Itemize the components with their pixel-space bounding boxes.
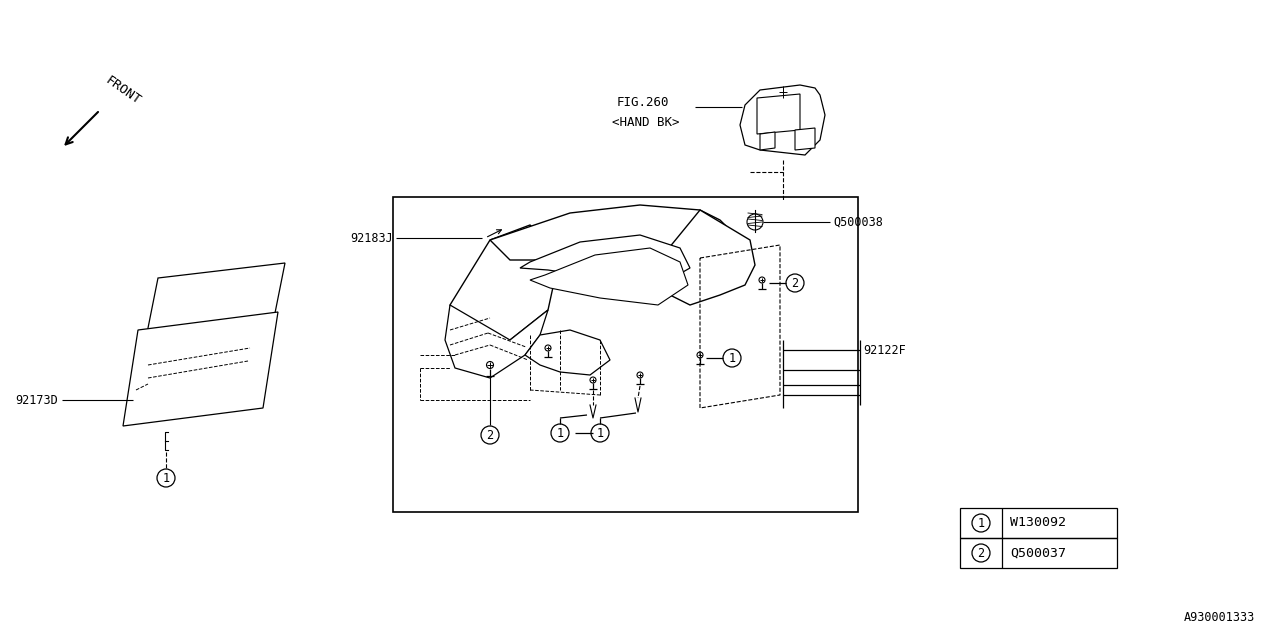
Text: W130092: W130092 [1010, 516, 1066, 529]
Text: 92173D: 92173D [15, 394, 58, 406]
Text: FIG.260: FIG.260 [617, 97, 669, 109]
Text: 2: 2 [486, 429, 494, 442]
Text: FRONT: FRONT [102, 74, 143, 107]
Polygon shape [451, 225, 561, 355]
Polygon shape [520, 235, 690, 285]
Text: 1: 1 [557, 427, 563, 440]
Text: 1: 1 [978, 517, 984, 530]
Text: Q500037: Q500037 [1010, 547, 1066, 559]
Polygon shape [530, 248, 689, 305]
Text: 2: 2 [791, 277, 799, 290]
Text: A930001333: A930001333 [1184, 611, 1254, 624]
Text: 1: 1 [596, 427, 604, 440]
Bar [393, 197, 858, 512]
Polygon shape [490, 205, 750, 295]
Polygon shape [445, 305, 548, 378]
Polygon shape [525, 330, 611, 375]
Bar [960, 538, 1117, 568]
Text: 1: 1 [163, 472, 169, 485]
Polygon shape [760, 132, 774, 150]
Text: <HAND BK>: <HAND BK> [612, 115, 680, 129]
Text: 1: 1 [728, 352, 736, 365]
Text: 2: 2 [978, 547, 984, 560]
Text: Q500038: Q500038 [833, 216, 883, 228]
Polygon shape [123, 312, 278, 426]
Text: 92183J: 92183J [351, 232, 393, 244]
Polygon shape [795, 128, 815, 150]
Polygon shape [143, 263, 285, 353]
Polygon shape [756, 94, 800, 134]
Polygon shape [740, 85, 826, 155]
Bar [960, 508, 1117, 538]
Text: 92122F: 92122F [863, 344, 906, 356]
Polygon shape [655, 210, 755, 305]
